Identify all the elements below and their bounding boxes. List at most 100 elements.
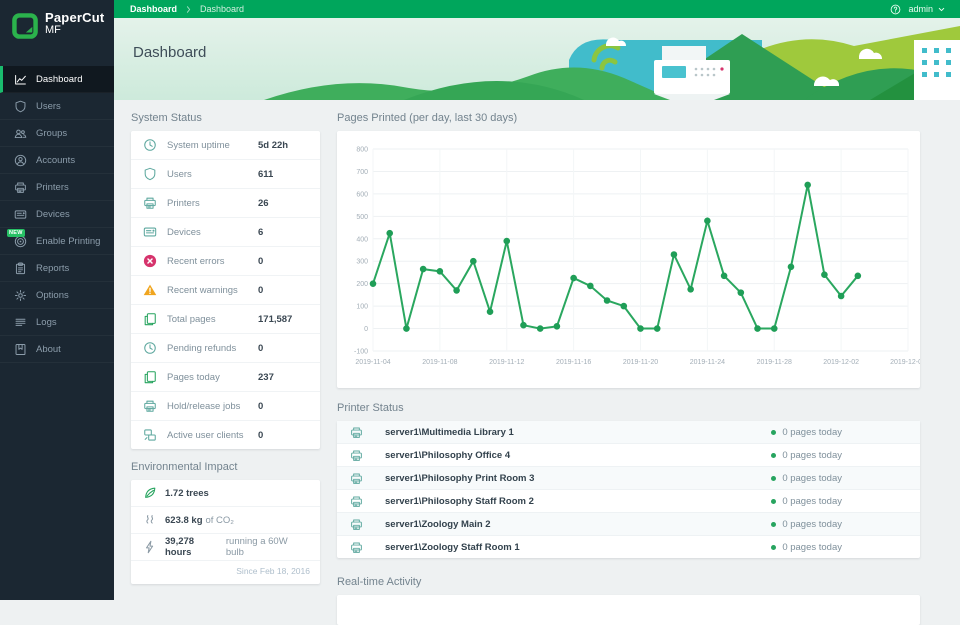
sidebar-item-printers[interactable]: Printers xyxy=(0,174,114,201)
status-row-recent-warnings: Recent warnings 0 xyxy=(131,276,320,305)
sidebar-item-options[interactable]: Options xyxy=(0,282,114,309)
sidebar-item-users[interactable]: Users xyxy=(0,93,114,120)
page-title: Dashboard xyxy=(133,44,207,61)
user-menu[interactable]: admin xyxy=(908,4,933,14)
svg-text:2019-12-06: 2019-12-06 xyxy=(890,359,920,366)
warning-icon xyxy=(143,283,157,297)
svg-text:700: 700 xyxy=(356,169,368,176)
printer-icon xyxy=(350,495,363,508)
sidebar-item-label: Groups xyxy=(36,127,68,139)
status-label: Users xyxy=(167,168,192,180)
svg-text:600: 600 xyxy=(356,191,368,198)
svg-text:200: 200 xyxy=(356,281,368,288)
printer-row[interactable]: server1\Zoology Staff Room 1 0 pages toda… xyxy=(337,536,920,558)
status-row-pending-refunds: Pending refunds 0 xyxy=(131,334,320,363)
sidebar-item-groups[interactable]: Groups xyxy=(0,120,114,147)
breadcrumb-item-1[interactable]: Dashboard xyxy=(130,4,178,14)
pages-icon xyxy=(143,370,157,384)
reports-icon xyxy=(14,261,27,275)
leaf-icon xyxy=(143,486,157,500)
status-label: Devices xyxy=(167,226,201,238)
status-row-hold-release-jobs: Hold/release jobs 0 xyxy=(131,392,320,421)
chevron-down-icon[interactable] xyxy=(937,5,946,14)
device-icon xyxy=(14,208,27,221)
printer-status-heading: Printer Status xyxy=(337,402,404,414)
breadcrumb-chevron-icon xyxy=(184,5,193,14)
printer-name: server1\Philosophy Office 4 xyxy=(385,449,511,461)
printer-icon xyxy=(350,541,363,554)
printer-illustration xyxy=(654,46,730,100)
sidebar-item-label: Logs xyxy=(36,316,57,328)
logo-text-secondary: MF xyxy=(45,23,61,36)
svg-text:2019-12-02: 2019-12-02 xyxy=(823,359,859,366)
bolt-icon xyxy=(143,540,157,554)
building-illustration xyxy=(914,40,960,100)
svg-text:2019-11-16: 2019-11-16 xyxy=(556,359,591,366)
header-illustration xyxy=(264,26,960,100)
svg-text:2019-11-20: 2019-11-20 xyxy=(623,359,658,366)
gear-icon xyxy=(14,289,27,302)
status-value: 26 xyxy=(258,197,269,209)
printer-pages-status: 0 pages today xyxy=(771,427,920,438)
svg-text:2019-11-08: 2019-11-08 xyxy=(422,359,457,366)
status-label: Pages today xyxy=(167,371,220,383)
printer-row[interactable]: server1\Multimedia Library 1 0 pages toda… xyxy=(337,421,920,444)
svg-text:800: 800 xyxy=(356,147,368,154)
sidebar-item-enable-printing[interactable]: NEW Enable Printing xyxy=(0,228,114,255)
status-row-recent-errors: Recent errors 0 xyxy=(131,247,320,276)
status-value: 0 xyxy=(258,284,264,296)
sidebar-item-logs[interactable]: Logs xyxy=(0,309,114,336)
status-dot-icon xyxy=(771,498,777,504)
status-row-total-pages: Total pages 171,587 xyxy=(131,305,320,334)
sidebar-item-devices[interactable]: Devices xyxy=(0,201,114,228)
svg-text:2019-11-28: 2019-11-28 xyxy=(757,359,792,366)
sidebar-item-dashboard[interactable]: Dashboard xyxy=(0,66,114,93)
environmental-impact-panel: 1.72 trees 623.8 kg of CO₂ 39,278 hours runn… xyxy=(131,480,320,584)
pages-printed-line-chart: 800 700 600 500 400 300 200 100 0 -100 2019-11-04 2… xyxy=(354,147,920,367)
about-icon xyxy=(14,343,27,356)
status-label: Hold/release jobs xyxy=(167,400,241,412)
sidebar-item-label: Accounts xyxy=(36,154,76,166)
environmental-row: 39,278 hours running a 60W bulb xyxy=(131,534,320,561)
printer-status-panel: server1\Multimedia Library 1 0 pages toda… xyxy=(337,421,920,558)
printer-pages-status: 0 pages today xyxy=(771,542,920,553)
printer-name: server1\Zoology Staff Room 1 xyxy=(385,541,520,553)
printer-pages-status: 0 pages today xyxy=(771,519,920,530)
breadcrumb-item-2[interactable]: Dashboard xyxy=(200,4,245,14)
environmental-row: 1.72 trees xyxy=(131,480,320,507)
status-row-system-uptime: System uptime 5d 22h xyxy=(131,131,320,160)
logo-text-primary: PaperCut xyxy=(45,10,105,25)
printer-row[interactable]: server1\Philosophy Office 4 0 pages today xyxy=(337,444,920,467)
sidebar-item-accounts[interactable]: Accounts xyxy=(0,147,114,174)
printer-pages-status: 0 pages today xyxy=(771,473,920,484)
shield-icon xyxy=(14,100,27,113)
environmental-impact-heading: Environmental Impact xyxy=(131,461,238,473)
status-value: 0 xyxy=(258,429,264,441)
svg-text:-100: -100 xyxy=(354,349,368,356)
printer-icon xyxy=(350,518,363,531)
status-row-devices: Devices 6 xyxy=(131,218,320,247)
clock-icon xyxy=(143,341,157,355)
svg-text:2019-11-24: 2019-11-24 xyxy=(690,359,725,366)
printer-icon xyxy=(14,181,27,194)
svg-text:2019-11-04: 2019-11-04 xyxy=(355,359,390,366)
printer-row[interactable]: server1\Zoology Main 2 0 pages today xyxy=(337,513,920,536)
status-value: 0 xyxy=(258,255,264,267)
sidebar-item-about[interactable]: About xyxy=(0,336,114,363)
environmental-row: 623.8 kg of CO₂ xyxy=(131,507,320,534)
status-label: Recent warnings xyxy=(167,284,238,296)
printer-row[interactable]: server1\Philosophy Staff Room 2 0 pages t… xyxy=(337,490,920,513)
sidebar-item-label: Reports xyxy=(36,262,70,274)
status-value: 0 xyxy=(258,342,264,354)
help-icon[interactable] xyxy=(890,4,901,15)
printer-row[interactable]: server1\Philosophy Print Room 3 0 pages t… xyxy=(337,467,920,490)
printer-icon xyxy=(350,426,363,439)
realtime-activity-heading: Real-time Activity xyxy=(337,576,422,588)
printer-name: server1\Philosophy Staff Room 2 xyxy=(385,495,534,507)
status-label: System uptime xyxy=(167,139,230,151)
sidebar-item-label: Enable Printing xyxy=(36,235,101,247)
sidebar-item-reports[interactable]: Reports xyxy=(0,255,114,282)
clock-icon xyxy=(143,138,157,152)
papercut-logo-icon xyxy=(12,13,38,39)
status-dot-icon xyxy=(771,544,777,550)
